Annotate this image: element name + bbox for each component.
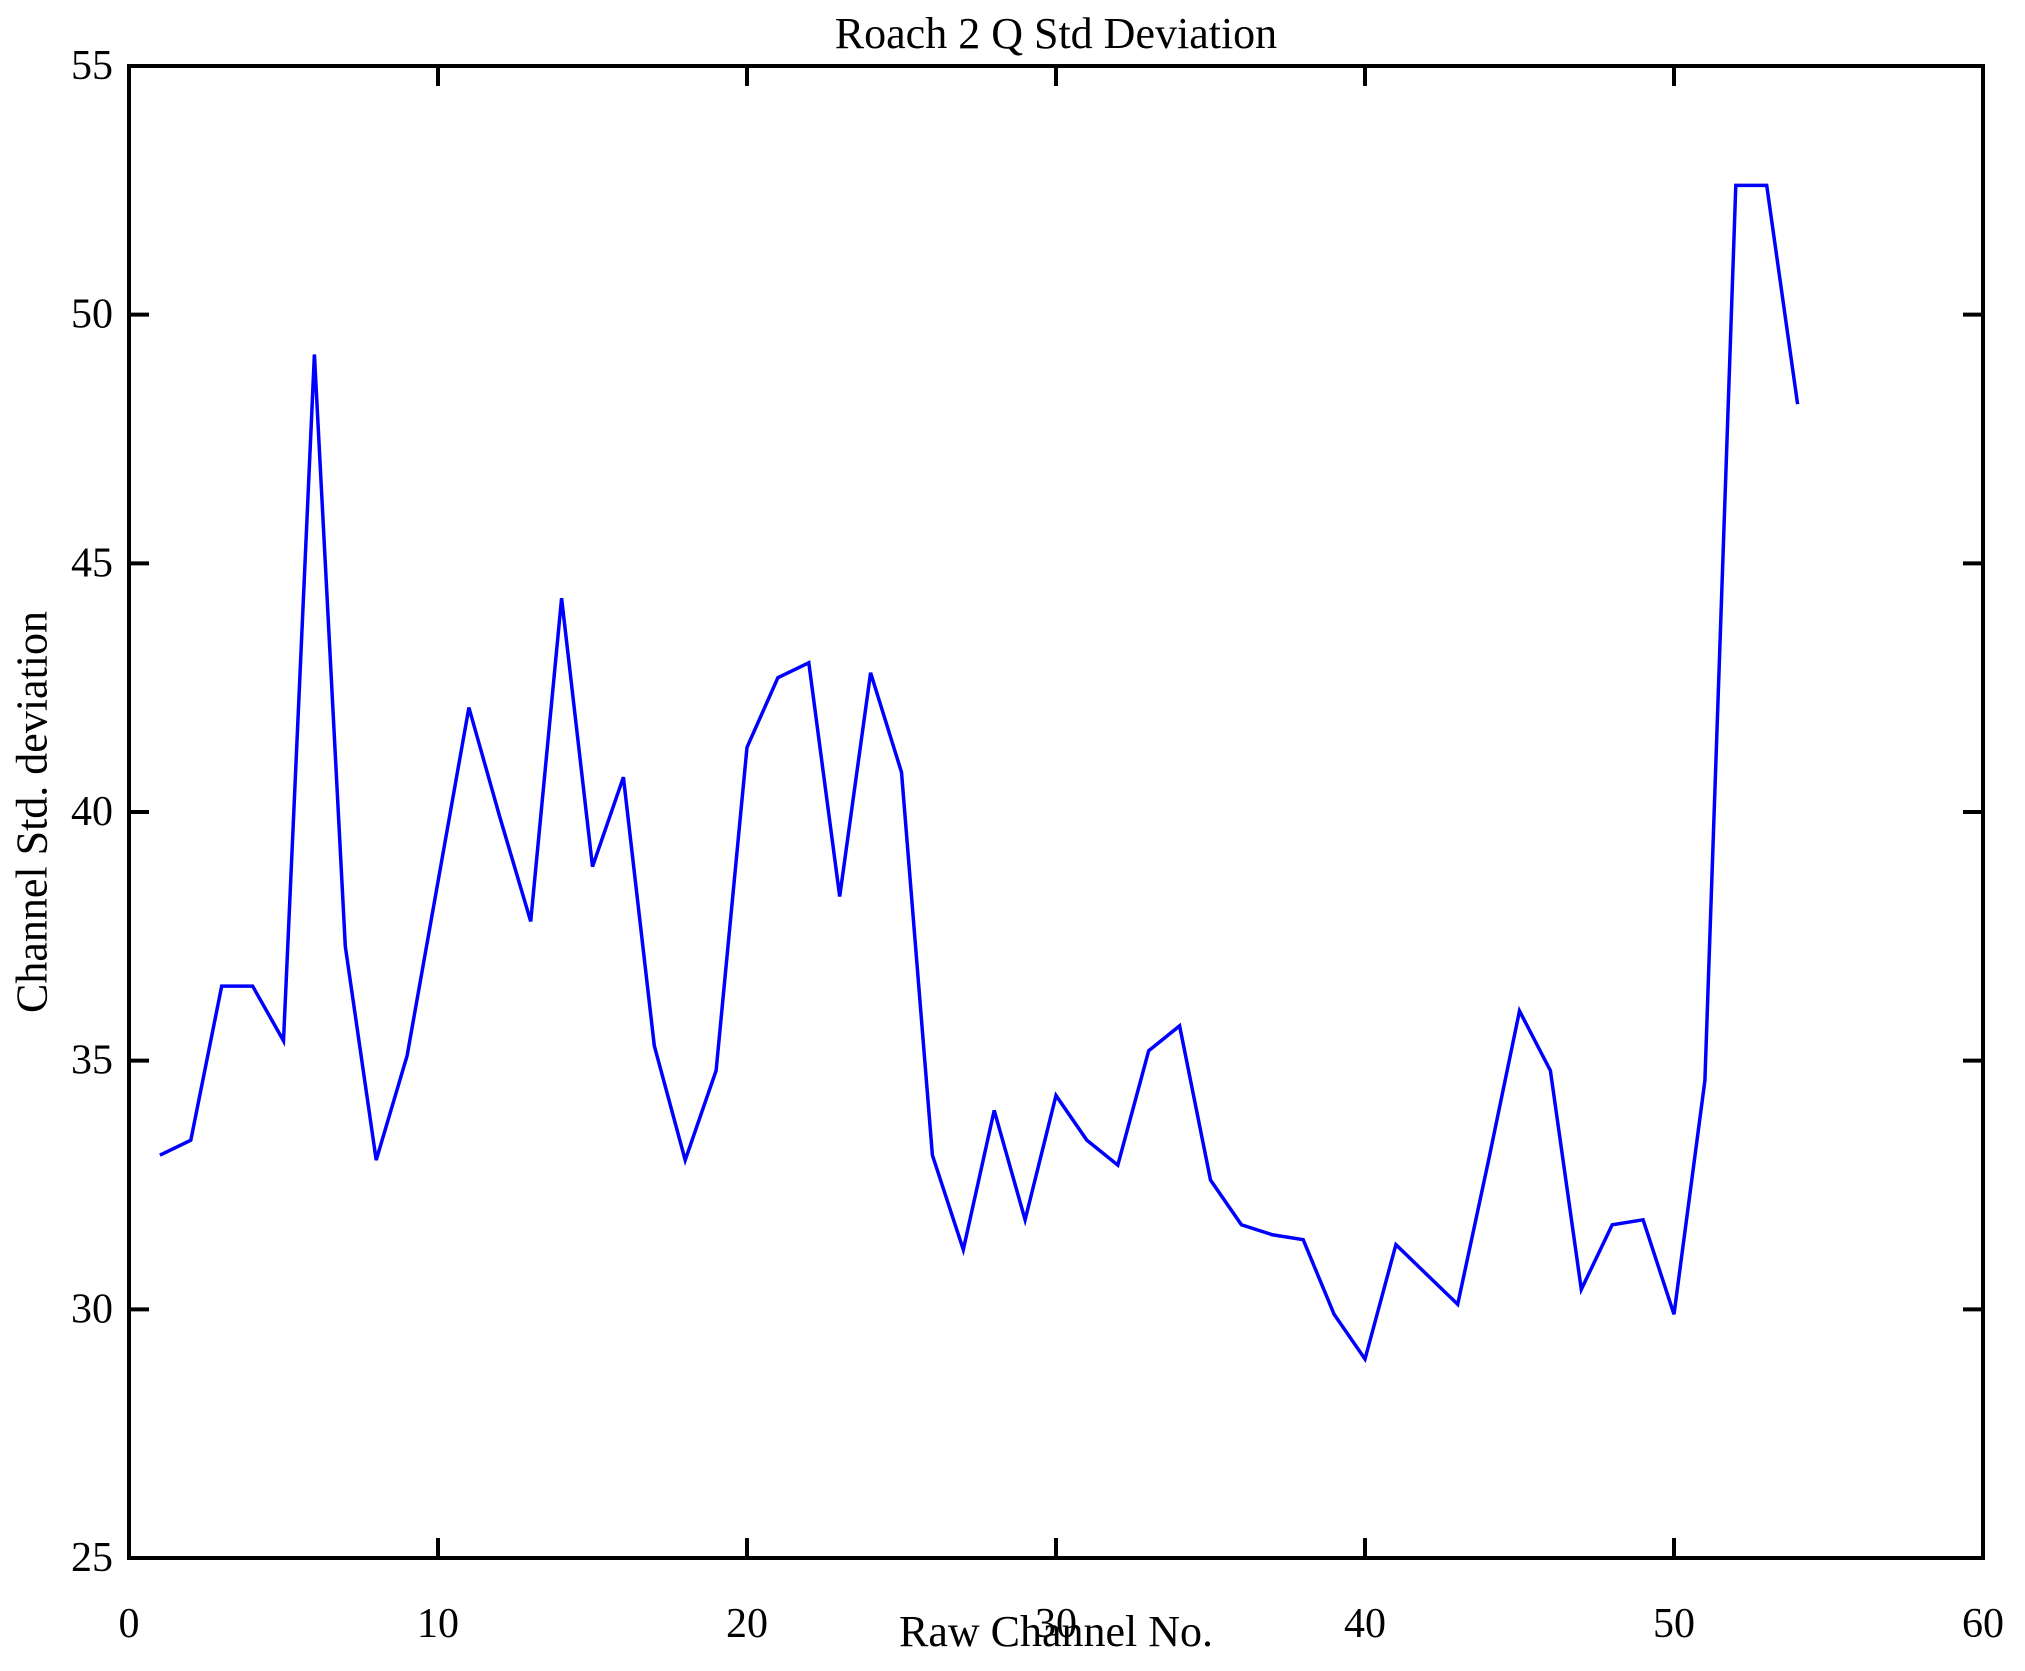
chart-title: Roach 2 Q Std Deviation — [834, 9, 1278, 58]
x-tick-label: 0 — [119, 1601, 140, 1647]
axes-box — [127, 64, 1985, 1560]
x-axis-label: Raw Channel No. — [898, 1607, 1214, 1656]
y-axis-label: Channel Std. deviation — [7, 610, 57, 1014]
y-tick-label: 45 — [71, 540, 113, 586]
x-tick-label: 60 — [1962, 1601, 2004, 1647]
x-tick-label: 50 — [1653, 1601, 1695, 1647]
y-tick-label: 40 — [71, 789, 113, 835]
y-tick-label: 30 — [71, 1286, 113, 1332]
x-tick-label: 20 — [726, 1601, 768, 1647]
x-tick-label: 10 — [417, 1601, 459, 1647]
y-tick-label: 50 — [71, 292, 113, 338]
y-tick-label: 35 — [71, 1038, 113, 1084]
data-series-line — [159, 183, 1800, 1364]
y-tick-label: 55 — [71, 43, 113, 89]
y-tick-label: 25 — [71, 1535, 113, 1581]
x-tick-label: 30 — [1035, 1601, 1077, 1647]
x-tick-label: 40 — [1344, 1601, 1386, 1647]
